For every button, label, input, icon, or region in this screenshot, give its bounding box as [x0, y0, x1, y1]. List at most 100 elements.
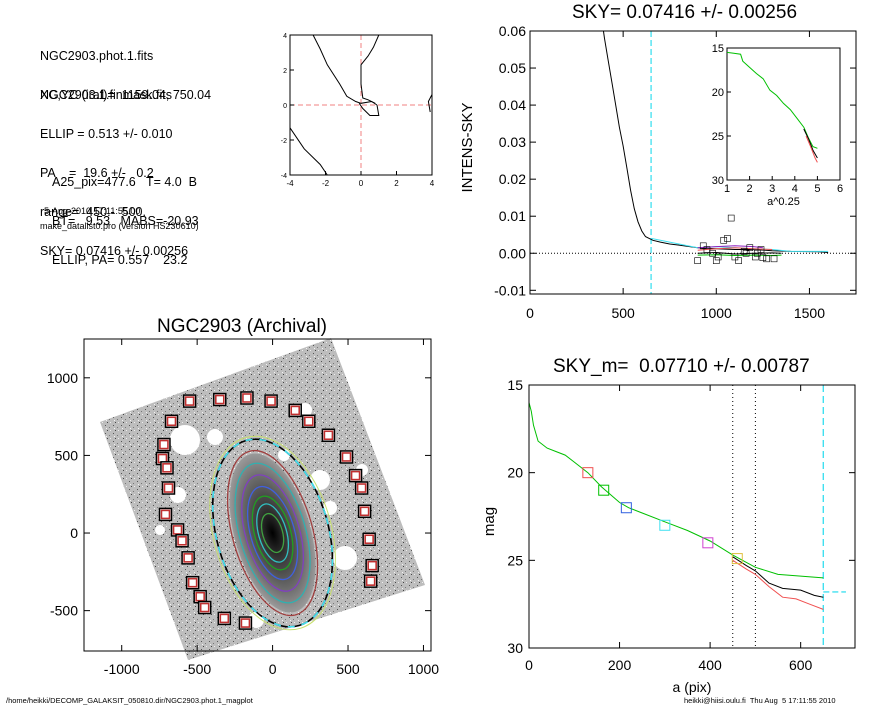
- profile-x-axis-label: a (pix): [673, 679, 712, 695]
- masked-region: [170, 425, 200, 455]
- masked-region: [310, 470, 330, 490]
- y-tick-label: 20: [507, 465, 523, 481]
- y-tick-label: 4: [283, 33, 287, 40]
- inset-y-tick-label: 20: [712, 87, 724, 99]
- sky-box-marker-inner: [184, 396, 195, 406]
- y-tick-label: 15: [507, 377, 523, 393]
- sky-box-marker: [302, 414, 316, 429]
- y-tick-label: 0.04: [499, 97, 526, 113]
- y-tick-label: 25: [507, 552, 523, 568]
- sky-series-line: [697, 251, 782, 255]
- profile-marker: [582, 467, 594, 479]
- info-line: BT= 9.53 MABS=-20.93: [52, 214, 199, 228]
- sky-marker: [742, 249, 750, 257]
- sky-marker: [770, 255, 778, 263]
- footer-user-date: heikki@hiisi.oulu.fi Thu Aug 5 17:11:55 …: [684, 696, 836, 705]
- sky-box-marker-inner: [303, 416, 314, 427]
- y-tick-label: 0.02: [499, 171, 526, 187]
- sky-marker: [720, 236, 728, 244]
- fit-ellipse-dashed: [211, 438, 334, 628]
- profile-series-line: [732, 559, 824, 610]
- sky-marker: [740, 248, 748, 255]
- sky-series-group: [602, 31, 829, 264]
- sky-box-marker: [197, 600, 212, 615]
- y-tick-label: -500: [50, 603, 78, 619]
- isophote-contour: [246, 485, 299, 581]
- sky-marker: [757, 246, 765, 253]
- x-tick-label: -1000: [104, 661, 140, 677]
- sky-box-marker-inner: [187, 577, 198, 588]
- sky-marker: [709, 249, 716, 257]
- isophote-contour: [234, 462, 311, 604]
- x-tick-label: -500: [183, 661, 211, 677]
- isophote-contour: [226, 449, 319, 617]
- inset-x-tick-label: 4: [792, 183, 798, 195]
- x-tick-label: 4: [430, 179, 435, 188]
- info-line: NGC2903.phot.1.fits: [40, 49, 154, 63]
- sky-box-marker-inner: [242, 393, 252, 403]
- y-tick-label: 0.03: [499, 134, 526, 150]
- x-tick-label: 0: [359, 179, 364, 188]
- inset-x-tick-label: 5: [814, 183, 820, 195]
- inset-y-tick-label: 15: [712, 43, 724, 55]
- center-plot: -4 -2 0 2 4 4 2 0 -2 -4: [281, 33, 435, 188]
- sky-box-marker: [288, 403, 302, 418]
- inset-x-tick-label: 1: [724, 183, 730, 195]
- sky-marker: [694, 257, 701, 264]
- x-tick-label: 2: [394, 179, 399, 188]
- profile-series-line: [528, 402, 824, 579]
- inset-x-tick-label: 2: [747, 183, 753, 195]
- profile-marker: [598, 484, 610, 496]
- file-names: NGC2903.phot.1.fits NGC2903.1.finmask.fi…: [40, 24, 172, 115]
- inset-y-tick-label: 25: [712, 131, 724, 143]
- sky-box-marker-inner: [199, 602, 210, 613]
- sky-box-marker: [240, 391, 254, 405]
- sky-marker: [714, 253, 722, 261]
- y-tick-label: 0.06: [499, 23, 526, 39]
- profile-plot: 0 200 400 600 15 20 25 30 a (pix) mag: [481, 377, 856, 695]
- sky-box-marker-inner: [160, 509, 171, 520]
- isophote-contour: [260, 512, 285, 554]
- sky-box-marker: [185, 575, 200, 590]
- y-tick-label: 0.00: [499, 245, 526, 261]
- sky-box-marker: [158, 507, 173, 522]
- sky-marker: [763, 255, 770, 263]
- inset-series-line: [726, 51, 818, 149]
- inset-y-tick-label: 30: [712, 175, 724, 187]
- info-line: NGC2903.1.finmask.fits: [40, 88, 172, 102]
- profile-y-axis-label: mag: [481, 507, 498, 536]
- sky-marker: [752, 253, 759, 261]
- sky-box-marker: [321, 428, 336, 442]
- galaxy-parameters: A25_pix=477.6 T= 4.0 B BT= 9.53 MABS=-20…: [52, 150, 199, 280]
- sky-marker: [746, 244, 754, 251]
- sky-box-marker-inner: [177, 535, 187, 546]
- sky-plot-title: SKY= 0.07416 +/- 0.00256: [572, 2, 798, 23]
- sky-box-marker-inner: [365, 576, 376, 586]
- sky-plot: 0 500 1000 1500 0.06 0.05 0.04 0.03 0.02 0.01 0.00…: [459, 23, 857, 321]
- sky-box-marker-inner: [162, 463, 172, 473]
- sky-marker: [727, 214, 735, 222]
- y-tick-label: 500: [55, 447, 79, 463]
- sky-series-line: [602, 31, 829, 253]
- x-tick-label: 1500: [794, 305, 825, 321]
- sky-box-marker: [157, 437, 171, 452]
- sky-box-marker-inner: [214, 394, 225, 405]
- profile-plot-frame: [528, 384, 856, 649]
- sky-plot-frame: [529, 30, 857, 295]
- x-tick-label: 1000: [408, 661, 439, 677]
- profile-marker: [620, 502, 632, 514]
- sky-box-marker-inner: [266, 396, 276, 406]
- isophote-contour: [241, 474, 305, 592]
- inset-series-line: [803, 128, 818, 159]
- image-plot-frame: [83, 338, 432, 652]
- sky-box-marker: [357, 504, 372, 519]
- center-curve: [360, 34, 380, 104]
- sky-marker: [759, 254, 767, 261]
- inset-x-tick-label: 3: [769, 183, 775, 195]
- x-tick-label: 200: [608, 657, 632, 673]
- y-tick-label: 0: [70, 525, 78, 541]
- sky-box-marker-inner: [219, 613, 230, 624]
- inset-series-line: [805, 135, 818, 163]
- sky-box-marker-inner: [183, 553, 193, 563]
